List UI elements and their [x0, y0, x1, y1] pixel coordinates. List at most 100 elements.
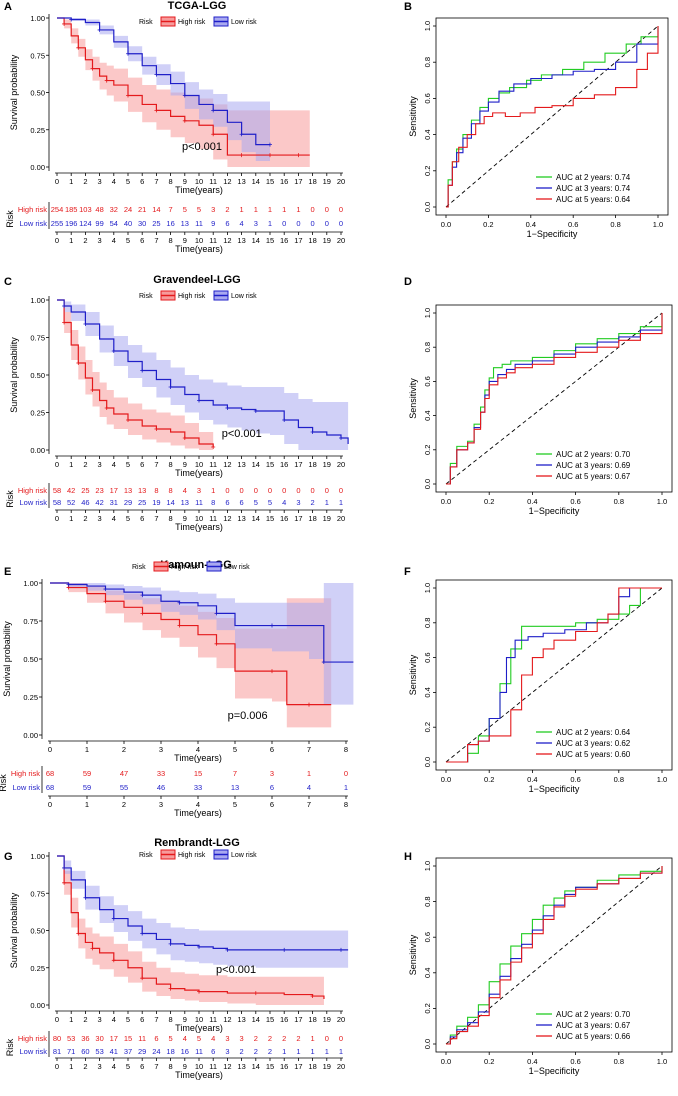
risk-count: 25: [152, 219, 160, 228]
risk-count: 25: [138, 498, 146, 507]
risk-x-tick-label: 1: [69, 236, 73, 245]
risk-count: 1: [254, 205, 258, 214]
x-tick-label: 0.6: [570, 775, 580, 784]
y-tick-label: 0.25: [30, 964, 45, 973]
risk-count: 1: [307, 769, 311, 778]
risk-count: 0: [325, 486, 329, 495]
low-risk-ci-band: [57, 856, 349, 968]
risk-count: 16: [181, 1047, 189, 1056]
high-risk-survival-curve: [57, 17, 310, 156]
x-tick-label: 0.8: [614, 497, 624, 506]
x-tick-label: 0.8: [614, 1057, 624, 1066]
risk-x-tick-label: 20: [337, 514, 345, 523]
risk-row-label: High risk: [18, 1034, 47, 1043]
risk-count: 33: [157, 769, 165, 778]
risk-count: 71: [67, 1047, 75, 1056]
x-tick-label: 5: [126, 1015, 130, 1024]
risk-x-tick-label: 6: [270, 800, 274, 809]
risk-count: 0: [225, 486, 229, 495]
risk-count: 4: [240, 219, 244, 228]
diagonal-reference-line: [445, 25, 659, 208]
risk-row-label: Low risk: [12, 783, 40, 792]
censor-mark: [62, 304, 67, 308]
risk-count: 16: [166, 219, 174, 228]
panel-letter: C: [4, 276, 12, 288]
x-tick-label: 6: [270, 745, 274, 754]
roc-legend-label: AUC at 2 years: 0.70: [556, 1010, 631, 1019]
x-tick-label: 20: [337, 177, 345, 186]
risk-x-tick-label: 20: [337, 236, 345, 245]
x-axis-label: Time(years): [174, 753, 222, 763]
roc-legend-label: AUC at 2 years: 0.64: [556, 728, 631, 737]
risk-x-tick-label: 4: [196, 800, 200, 809]
risk-x-tick-label: 5: [126, 1062, 130, 1071]
risk-count: 1: [339, 498, 343, 507]
x-tick-label: 8: [344, 745, 348, 754]
risk-x-tick-label: 18: [308, 236, 316, 245]
x-tick-label: 19: [323, 1015, 331, 1024]
x-axis-label: 1−Specificity: [529, 506, 580, 516]
risk-count: 2: [254, 1047, 258, 1056]
risk-count: 4: [211, 1034, 215, 1043]
censor-mark: [268, 142, 272, 147]
risk-count: 48: [95, 205, 103, 214]
risk-count: 52: [67, 498, 75, 507]
censor-mark: [182, 118, 187, 123]
censor-mark: [154, 427, 159, 431]
censor-mark: [310, 994, 315, 999]
risk-x-tick-label: 17: [294, 236, 302, 245]
risk-count: 0: [240, 486, 244, 495]
y-tick-label: 0.8: [423, 618, 432, 628]
censor-mark: [197, 989, 201, 994]
risk-count: 2: [268, 1047, 272, 1056]
x-tick-label: 0.2: [484, 497, 494, 506]
y-tick-label: 0.75: [30, 889, 45, 898]
roc-plot-frame: [435, 17, 669, 216]
risk-x-tick-label: 7: [154, 1062, 158, 1071]
risk-x-tick-label: 6: [140, 236, 144, 245]
x-axis-label: 1−Specificity: [529, 1066, 580, 1076]
y-tick-label: 0.00: [30, 163, 45, 172]
censor-mark: [168, 986, 173, 991]
y-tick-label: 0.00: [30, 446, 45, 455]
censor-mark: [197, 944, 201, 949]
legend-low-label: Low risk: [224, 564, 250, 571]
x-tick-label: 4: [112, 177, 116, 186]
y-tick-label: 0.8: [423, 342, 432, 352]
risk-count: 1: [296, 205, 300, 214]
risk-x-axis-label: Time(years): [174, 808, 222, 818]
risk-count: 255: [51, 219, 64, 228]
roc-legend-label: AUC at 5 years: 0.60: [556, 750, 631, 759]
x-tick-label: 1.0: [657, 1057, 667, 1066]
risk-count: 6: [225, 219, 229, 228]
risk-x-tick-label: 14: [252, 236, 260, 245]
roc-plot-frame: [435, 579, 673, 771]
risk-x-tick-label: 2: [83, 236, 87, 245]
risk-x-tick-label: 15: [266, 514, 274, 523]
censor-mark: [69, 17, 74, 22]
y-tick-label: 0.0: [423, 1039, 432, 1049]
censor-mark: [140, 593, 145, 598]
risk-x-tick-label: 2: [122, 800, 126, 809]
risk-count: 1: [339, 1047, 343, 1056]
y-tick-label: 1.00: [30, 296, 45, 305]
risk-count: 3: [270, 769, 274, 778]
risk-row-label: Low risk: [19, 219, 47, 228]
censor-mark: [339, 947, 343, 952]
censor-mark: [168, 385, 173, 389]
x-tick-label: 0.8: [614, 775, 624, 784]
p-value: p<0.001: [216, 964, 256, 976]
risk-count: 5: [254, 498, 258, 507]
x-tick-label: 5: [126, 177, 130, 186]
risk-x-tick-label: 11: [209, 514, 217, 523]
roc-legend-label: AUC at 3 years: 0.62: [556, 739, 631, 748]
risk-x-tick-label: 10: [195, 236, 203, 245]
risk-x-tick-label: 8: [169, 236, 173, 245]
censor-mark: [154, 72, 159, 77]
x-axis-label: Time(years): [175, 468, 223, 478]
risk-count: 0: [325, 1034, 329, 1043]
censor-mark: [140, 611, 145, 616]
x-tick-label: 2: [83, 177, 87, 186]
y-tick-label: 1.00: [30, 852, 45, 861]
risk-x-tick-label: 13: [237, 514, 245, 523]
